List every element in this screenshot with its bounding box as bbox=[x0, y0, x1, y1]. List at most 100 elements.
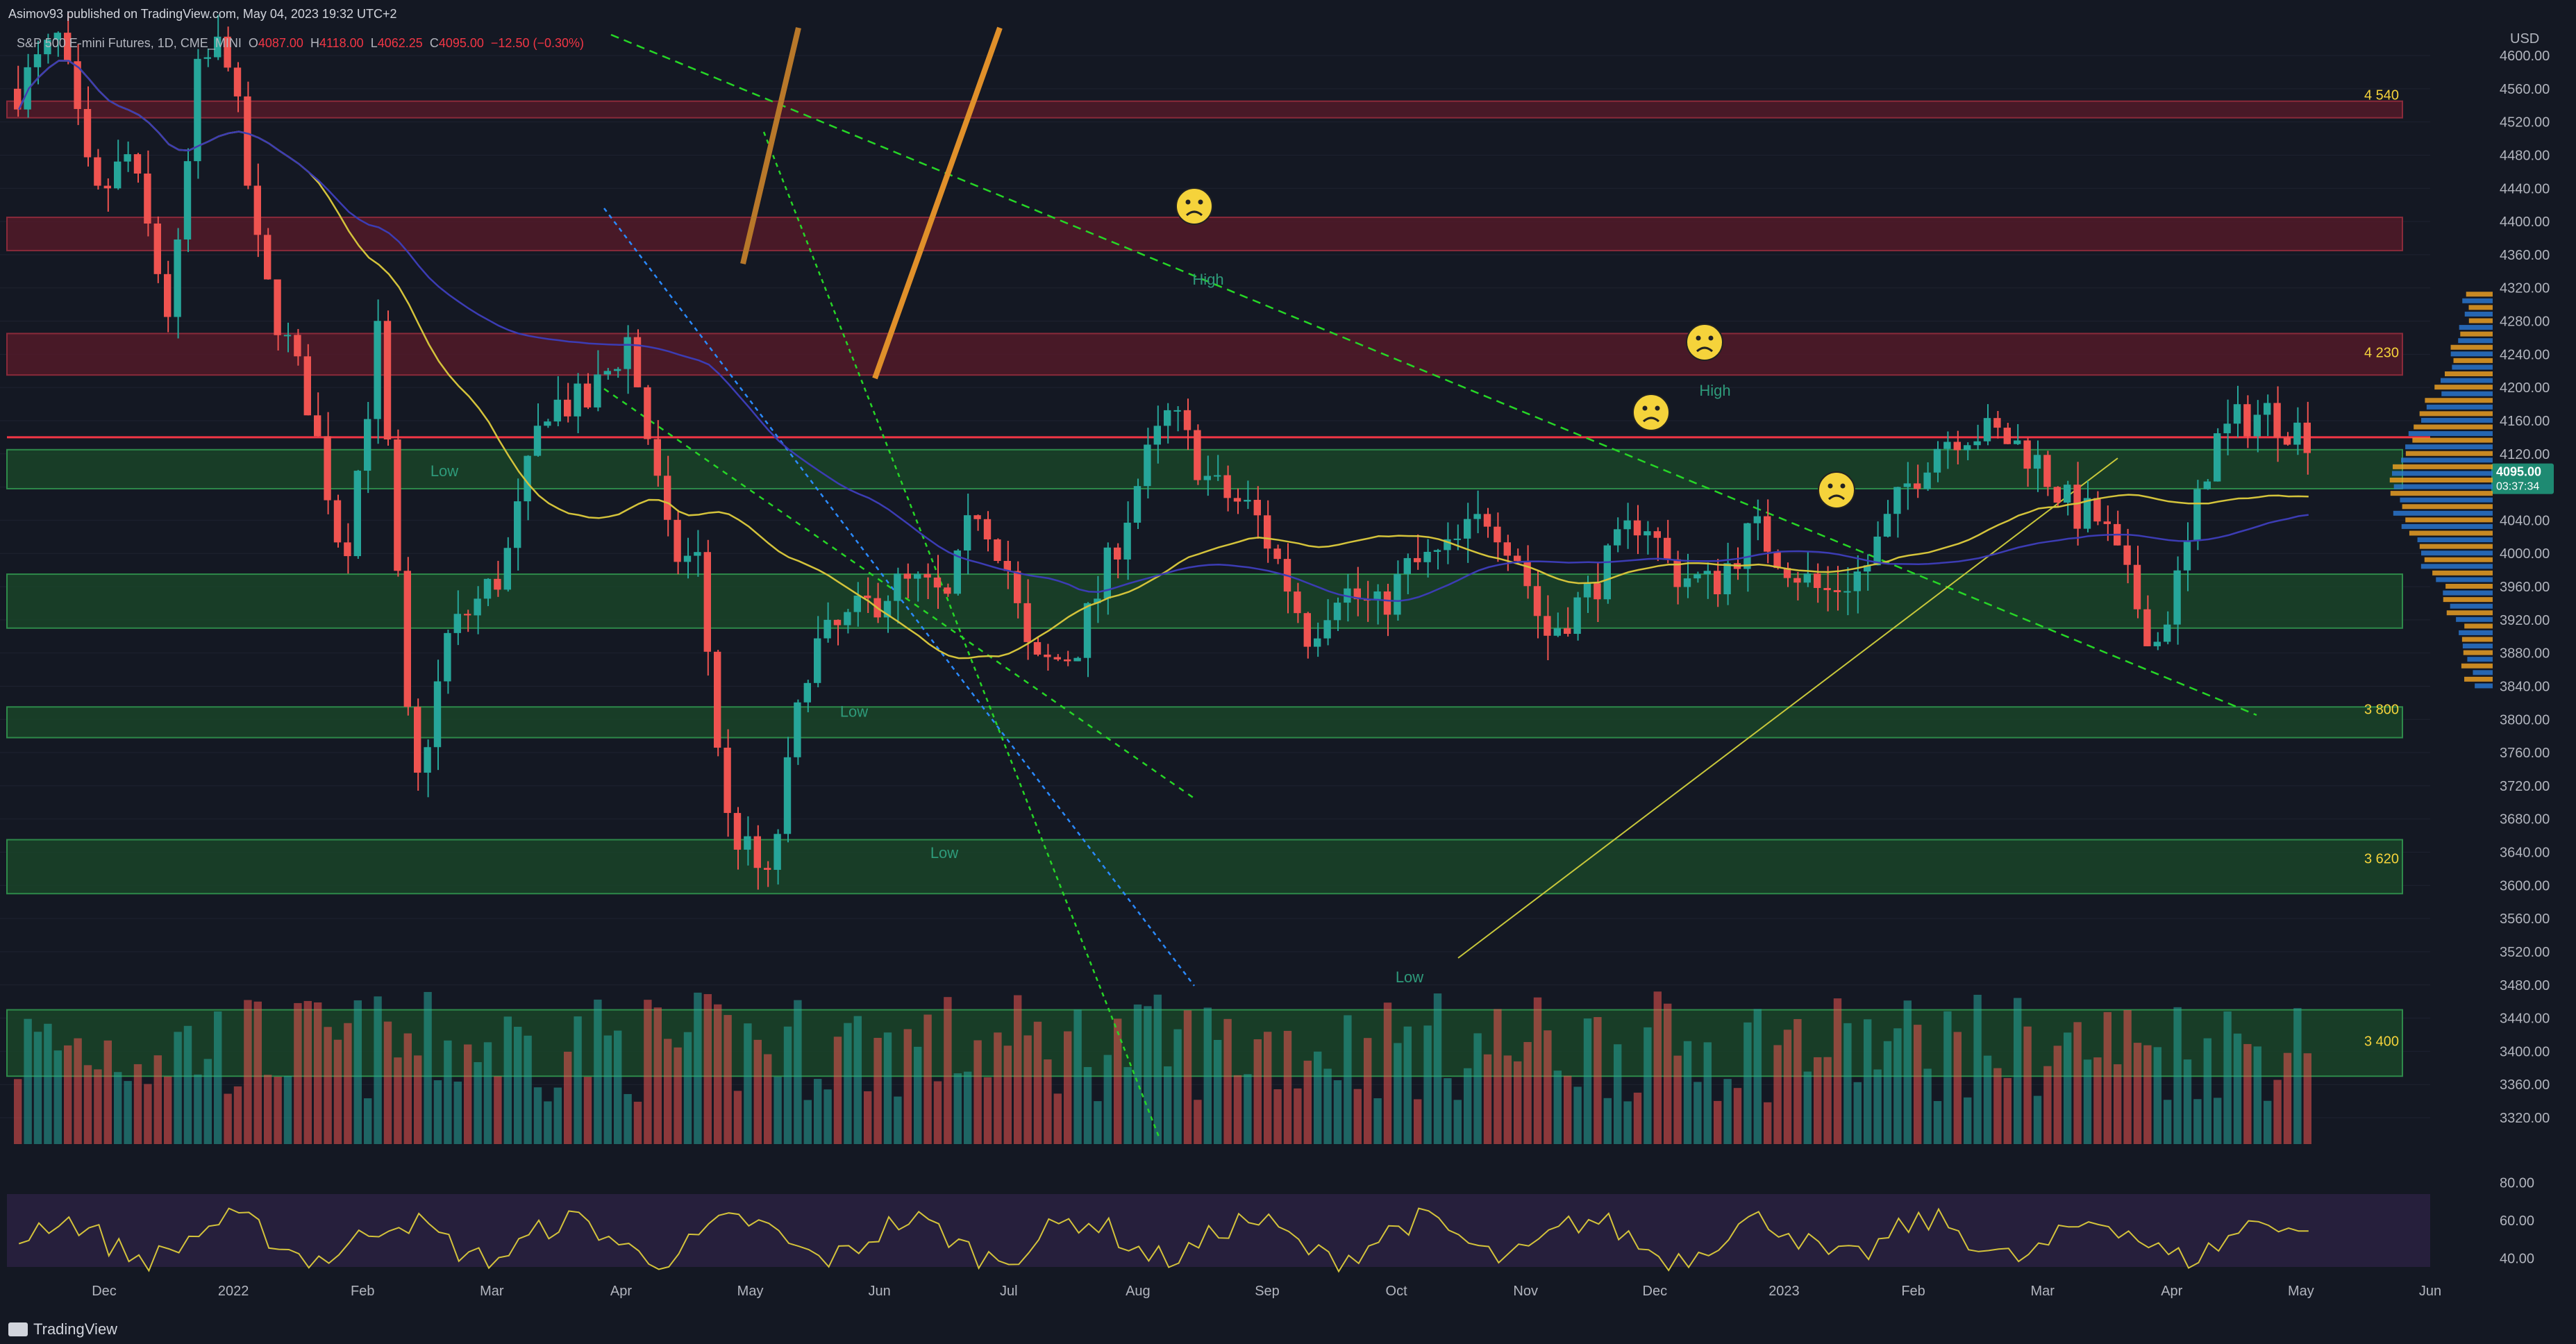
candle[interactable] bbox=[1803, 573, 1811, 583]
candle[interactable] bbox=[194, 58, 201, 162]
candle[interactable] bbox=[2283, 437, 2291, 445]
candle[interactable] bbox=[1614, 529, 1621, 546]
candle[interactable] bbox=[2253, 414, 2261, 437]
candle[interactable] bbox=[1914, 483, 1921, 489]
candle[interactable] bbox=[2193, 489, 2201, 541]
candle[interactable] bbox=[633, 337, 642, 387]
candle[interactable] bbox=[1833, 590, 1841, 592]
candle[interactable] bbox=[664, 476, 671, 520]
candle[interactable] bbox=[1394, 573, 1401, 615]
candle[interactable] bbox=[524, 455, 531, 502]
candle[interactable] bbox=[1653, 531, 1661, 538]
candle[interactable] bbox=[2153, 641, 2161, 646]
candle[interactable] bbox=[1314, 638, 1321, 647]
candle[interactable] bbox=[514, 501, 521, 548]
candle[interactable] bbox=[2264, 403, 2271, 415]
candle[interactable] bbox=[314, 415, 321, 437]
candle[interactable] bbox=[1714, 571, 1721, 595]
candle[interactable] bbox=[574, 383, 581, 417]
candle[interactable] bbox=[944, 587, 951, 594]
candle[interactable] bbox=[794, 702, 801, 757]
resistance-zone[interactable] bbox=[6, 333, 2403, 376]
candle[interactable] bbox=[1564, 628, 1571, 635]
candle[interactable] bbox=[694, 552, 701, 556]
candle[interactable] bbox=[233, 67, 242, 96]
candle[interactable] bbox=[214, 36, 221, 58]
candle[interactable] bbox=[1583, 583, 1591, 598]
candle[interactable] bbox=[353, 471, 361, 557]
resistance-zone[interactable] bbox=[6, 217, 2403, 251]
candle[interactable] bbox=[1783, 568, 1791, 578]
candle[interactable] bbox=[703, 552, 711, 652]
candle[interactable] bbox=[2003, 428, 2011, 444]
candle[interactable] bbox=[1173, 410, 1181, 412]
fan-line[interactable] bbox=[872, 26, 1003, 380]
candle[interactable] bbox=[2223, 423, 2231, 434]
candle[interactable] bbox=[333, 500, 342, 543]
candle[interactable] bbox=[1764, 516, 1771, 552]
candle[interactable] bbox=[374, 321, 381, 419]
candle[interactable] bbox=[253, 185, 261, 235]
candle[interactable] bbox=[1943, 442, 1951, 449]
candle[interactable] bbox=[1523, 561, 1531, 587]
candle[interactable] bbox=[674, 519, 681, 562]
candle[interactable] bbox=[2103, 521, 2111, 524]
candle[interactable] bbox=[1903, 483, 1911, 487]
candle[interactable] bbox=[1423, 551, 1431, 562]
candle[interactable] bbox=[973, 515, 981, 519]
candle[interactable] bbox=[1444, 539, 1451, 551]
candle[interactable] bbox=[2123, 545, 2131, 565]
candle[interactable] bbox=[294, 335, 301, 357]
candle[interactable] bbox=[2064, 485, 2071, 503]
candle[interactable] bbox=[583, 383, 592, 408]
candle[interactable] bbox=[303, 356, 311, 416]
trendline[interactable] bbox=[610, 33, 2257, 716]
candle[interactable] bbox=[1133, 486, 1141, 523]
candle[interactable] bbox=[603, 371, 611, 375]
candle[interactable] bbox=[964, 515, 971, 551]
candle[interactable] bbox=[1503, 542, 1511, 556]
candle[interactable] bbox=[2053, 487, 2061, 503]
candle[interactable] bbox=[1553, 628, 1561, 636]
candle[interactable] bbox=[2233, 404, 2241, 424]
candle[interactable] bbox=[2183, 540, 2191, 571]
candle[interactable] bbox=[923, 573, 931, 578]
candle[interactable] bbox=[1353, 588, 1361, 600]
candle[interactable] bbox=[14, 88, 22, 110]
candle[interactable] bbox=[544, 421, 551, 426]
candle[interactable] bbox=[83, 109, 92, 158]
candle[interactable] bbox=[174, 239, 181, 317]
candle[interactable] bbox=[1683, 578, 1691, 587]
candle[interactable] bbox=[474, 598, 481, 616]
candle[interactable] bbox=[1823, 587, 1831, 591]
candle[interactable] bbox=[894, 573, 901, 601]
candle[interactable] bbox=[1053, 657, 1061, 660]
candle[interactable] bbox=[1514, 555, 1521, 562]
candle[interactable] bbox=[953, 550, 961, 594]
candle[interactable] bbox=[1753, 516, 1761, 523]
candle[interactable] bbox=[403, 571, 411, 707]
candle[interactable] bbox=[394, 439, 401, 571]
candle[interactable] bbox=[1323, 620, 1331, 639]
candle[interactable] bbox=[183, 161, 192, 240]
support-zone[interactable] bbox=[6, 706, 2403, 739]
candle[interactable] bbox=[283, 335, 292, 337]
candle[interactable] bbox=[1294, 591, 1301, 614]
candle[interactable] bbox=[1853, 571, 1861, 591]
candle[interactable] bbox=[553, 399, 561, 422]
candle[interactable] bbox=[1743, 523, 1751, 569]
candle[interactable] bbox=[1953, 442, 1961, 451]
candle[interactable] bbox=[1644, 531, 1651, 536]
candle[interactable] bbox=[1883, 514, 1891, 537]
candle[interactable] bbox=[764, 868, 771, 870]
candle[interactable] bbox=[864, 595, 871, 598]
candle[interactable] bbox=[614, 369, 621, 371]
candle[interactable] bbox=[274, 279, 281, 335]
candle[interactable] bbox=[1073, 657, 1081, 662]
candle[interactable] bbox=[1414, 557, 1421, 562]
candle[interactable] bbox=[1264, 515, 1271, 549]
candle[interactable] bbox=[1164, 410, 1171, 426]
candle[interactable] bbox=[1273, 548, 1281, 560]
candle[interactable] bbox=[1373, 591, 1381, 600]
candle[interactable] bbox=[903, 573, 911, 579]
